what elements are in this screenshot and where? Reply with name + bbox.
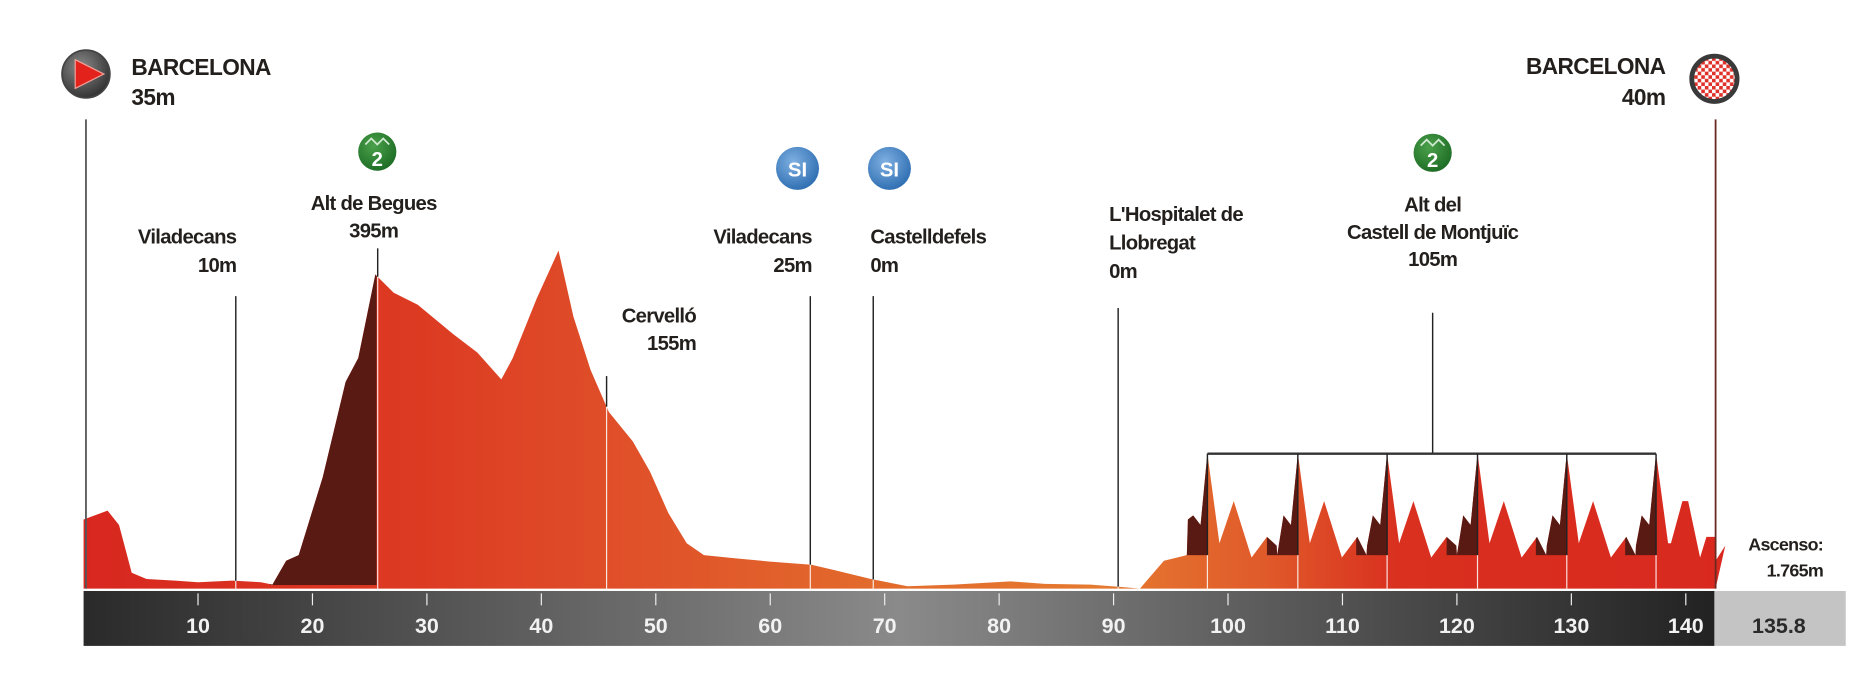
waypoint-name: Alt de Begues bbox=[311, 193, 437, 215]
start-marker: BARCELONA 35m bbox=[61, 49, 272, 110]
axis-tick-label: 130 bbox=[1553, 614, 1589, 638]
axis-tick-label: 20 bbox=[301, 614, 325, 638]
waypoint-lines bbox=[85, 119, 1717, 589]
climb-segment-montjuic bbox=[1266, 358, 1298, 556]
kom-category-text: 2 bbox=[372, 149, 383, 171]
finish-altitude: 40m bbox=[1622, 84, 1666, 110]
sprint-text: SI bbox=[880, 160, 899, 182]
waypoint-name: Cervelló bbox=[622, 305, 697, 327]
waypoint-altitude: 0m bbox=[1109, 261, 1137, 283]
kom-begues-badge: 2 bbox=[358, 132, 397, 171]
kom-category-text: 2 bbox=[1427, 150, 1438, 172]
axis-tick-label: 110 bbox=[1325, 614, 1360, 638]
climb-segment-montjuic bbox=[1625, 358, 1657, 556]
sprint-text: SI bbox=[788, 160, 807, 182]
climb-segment-montjuic bbox=[1446, 358, 1478, 556]
intermediate-sprint-icon bbox=[867, 146, 911, 190]
axis-tick-label: 120 bbox=[1439, 614, 1475, 638]
axis-tick-label: 60 bbox=[758, 614, 782, 638]
axis-tick-label: 140 bbox=[1668, 614, 1704, 638]
total-distance: 135.8 bbox=[1752, 614, 1806, 638]
axis-tick-label: 100 bbox=[1210, 614, 1246, 638]
waypoint-altitude: 155m bbox=[647, 333, 696, 355]
waypoint-name-line1: L'Hospitalet de bbox=[1109, 204, 1243, 226]
distance-axis-bar bbox=[83, 590, 1715, 646]
waypoint-name: Viladecans bbox=[713, 227, 812, 249]
start-city: BARCELONA bbox=[131, 54, 271, 80]
axis-tick-label: 10 bbox=[186, 614, 210, 638]
climb-segment-montjuic bbox=[1176, 358, 1208, 556]
axis-tick-label: 40 bbox=[529, 614, 553, 638]
waypoint-name-line2: Castell de Montjuïc bbox=[1347, 222, 1519, 244]
elevation-area bbox=[83, 250, 1726, 589]
ascent-label: Ascenso: bbox=[1748, 534, 1823, 554]
climb-segment-montjuic bbox=[1535, 358, 1567, 556]
ascent-value: 1.765m bbox=[1767, 561, 1823, 581]
climb-segment-montjuic bbox=[1356, 358, 1388, 556]
axis-tick-label: 90 bbox=[1102, 614, 1126, 638]
waypoint-name: Castelldefels bbox=[870, 227, 986, 249]
waypoint-name: Viladecans bbox=[138, 227, 237, 249]
waypoint-altitude: 10m bbox=[198, 255, 236, 277]
sprint-castelldefels-badge: SI bbox=[867, 146, 911, 190]
waypoint-altitude: 0m bbox=[870, 255, 898, 277]
finish-city: BARCELONA bbox=[1526, 53, 1666, 79]
axis-tick-label: 80 bbox=[987, 614, 1011, 638]
axis-ticks: 10 20 30 40 50 60 70 80 90 100 110 120 130 140 bbox=[186, 593, 1704, 638]
waypoint-altitude: 105m bbox=[1408, 249, 1457, 271]
waypoint-name-line2: Llobregat bbox=[1109, 233, 1196, 255]
axis-tick-label: 30 bbox=[415, 614, 439, 638]
intermediate-sprint-icon bbox=[776, 146, 819, 190]
checkered-flag-icon bbox=[1689, 53, 1740, 104]
axis-tick-label: 70 bbox=[873, 614, 897, 638]
start-altitude: 35m bbox=[131, 84, 175, 110]
start-triangle-icon bbox=[74, 58, 106, 90]
waypoint-altitude: 25m bbox=[773, 255, 811, 277]
sprint-viladecans-badge: SI bbox=[776, 146, 819, 190]
total-distance-box bbox=[1714, 590, 1846, 646]
waypoint-altitude: 395m bbox=[349, 221, 398, 243]
waypoint-name-line1: Alt del bbox=[1404, 194, 1461, 216]
kom-montjuic-badge: 2 bbox=[1413, 133, 1452, 172]
finish-marker: BARCELONA 40m bbox=[1526, 53, 1740, 110]
axis-tick-label: 50 bbox=[644, 614, 668, 638]
